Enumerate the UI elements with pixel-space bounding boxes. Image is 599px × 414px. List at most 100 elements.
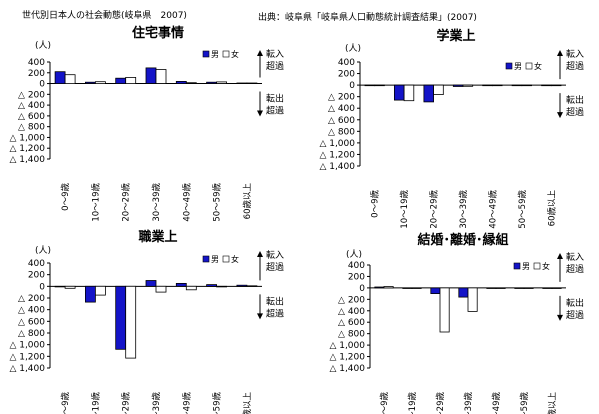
- chart2-bar-female: [550, 84, 562, 87]
- chart1-y-tick-label: 400: [28, 58, 45, 68]
- chart2-category-label: 0～9歳: [370, 190, 381, 218]
- chart4-bar-male: [374, 286, 385, 289]
- chart1-title: 住宅事情: [132, 25, 184, 41]
- chart4-y-tick-label: △ 800: [338, 330, 365, 340]
- chart2-bar-female: [403, 84, 415, 102]
- chart3-out-arrowhead: [257, 313, 263, 320]
- chart1-y-tick-label: 0: [39, 80, 45, 90]
- chart1-in-label-1: 転入: [266, 49, 284, 60]
- chart3-bar-male: [115, 285, 127, 350]
- chart2-bar-male: [423, 84, 434, 103]
- chart1-bar-male: [85, 81, 96, 84]
- chart1-out-arrowhead: [257, 110, 263, 117]
- chart3-legend-male-label: 男: [211, 255, 219, 264]
- chart1-bar-female: [216, 81, 228, 84]
- chart2-out-label-1: 転出: [566, 94, 584, 106]
- chart2-legend-female-swatch: [525, 62, 533, 70]
- chart3-out-label-2: 超過: [266, 307, 284, 319]
- chart3-category-label: 60歳以上: [242, 392, 253, 414]
- chart4-bar-male: [458, 287, 469, 298]
- chart3-in-label-2: 超過: [266, 261, 284, 273]
- chart2-y-tick-label: △ 200: [328, 93, 355, 103]
- chart4-legend-male-swatch: [513, 262, 521, 270]
- chart1-legend-male-label: 男: [211, 50, 219, 59]
- chart4-legend-female-swatch: [533, 262, 541, 270]
- chart2-category-label: 20～29歳: [429, 190, 440, 229]
- chart1-y-tick-label: △ 600: [18, 112, 45, 122]
- chart3-category-label: 0～9歳: [60, 392, 71, 414]
- chart2-y-tick-label: △ 1,200: [319, 150, 355, 160]
- chart2-out-arrowhead: [557, 112, 563, 119]
- chart3-bar-male: [54, 285, 66, 288]
- chart1-in-label-2: 超過: [266, 60, 284, 72]
- chart1-bar-male: [145, 67, 157, 84]
- chart2-legend-male-swatch: [505, 62, 513, 70]
- chart2-category-label: 50～59歳: [517, 190, 528, 229]
- chart4-unit-label: (人): [346, 249, 362, 260]
- chart3-y-tick-label: △ 1,400: [9, 364, 45, 374]
- chart4-out-arrowhead: [557, 314, 563, 321]
- page-title: 世代別日本人の社会動態(岐阜県 2007): [22, 11, 187, 21]
- chart2-category-label: 10～19歳: [399, 190, 410, 229]
- chart3-out-label-1: 転出: [266, 295, 284, 307]
- chart4-in-arrowhead: [557, 253, 563, 259]
- chart1-bar-female: [155, 69, 167, 84]
- chart3-y-tick-label: △ 800: [18, 329, 45, 339]
- chart1-bar-female: [95, 81, 106, 84]
- chart2-bar-female: [462, 84, 474, 87]
- chart4-y-tick-label: △ 1,000: [329, 341, 365, 351]
- chart2-in-label-2: 超過: [566, 60, 584, 72]
- chart1-legend-female-label: 女: [231, 49, 239, 59]
- chart4-category-label: 30～39歳: [463, 392, 474, 414]
- chart3-y-tick-label: △ 400: [18, 306, 45, 316]
- chart2-bar-female: [433, 84, 444, 95]
- chart3-y-tick-label: △ 200: [18, 294, 45, 304]
- chart3-category-label: 40～49歳: [181, 392, 192, 414]
- chart2-category-label: 60歳以上: [546, 190, 557, 227]
- chart2-bar-female: [521, 84, 533, 87]
- chart3-bar-male: [85, 285, 96, 303]
- chart3-category-label: 20～29歳: [121, 392, 132, 414]
- chart2-in-label-1: 転入: [566, 49, 584, 60]
- chart2-y-tick-label: 0: [349, 81, 355, 91]
- chart1-legend-male-swatch: [202, 50, 210, 58]
- chart3-bar-female: [185, 285, 197, 291]
- chart3-legend-male-swatch: [202, 255, 210, 263]
- chart2-bar-female: [374, 84, 385, 87]
- chart2-y-tick-label: △ 800: [328, 127, 355, 137]
- chart4-legend-female-label: 女: [542, 261, 550, 271]
- chart4-title: 結婚･離婚･縁組: [417, 232, 508, 248]
- chart3-bar-male: [145, 280, 157, 287]
- chart4-bar-female: [523, 287, 534, 289]
- chart4-bar-male: [430, 287, 441, 294]
- chart3-title: 職業上: [138, 229, 177, 245]
- chart2-bar-male: [511, 84, 523, 87]
- chart4-bar-female: [383, 286, 394, 289]
- chart2-unit-label: (人): [345, 43, 361, 54]
- chart1-category-label: 30～39歳: [151, 183, 162, 222]
- source-note: 出典：岐阜県「岐阜県人口動態統計調査結果」(2007): [258, 13, 477, 23]
- chart3-category-label: 30～39歳: [151, 392, 162, 414]
- chart2-out-label-2: 超過: [566, 106, 584, 118]
- chart4-y-tick-label: 400: [348, 261, 365, 271]
- chart1-y-tick-label: △ 1,000: [9, 133, 45, 143]
- chart3-bar-male: [175, 282, 187, 287]
- chart4-y-tick-label: 0: [359, 284, 365, 294]
- chart1-y-tick-label: △ 400: [18, 101, 45, 111]
- chart2-legend-female-label: 女: [534, 61, 542, 71]
- chart3-bar-female: [155, 285, 167, 293]
- chart2-y-tick-label: △ 400: [328, 104, 355, 114]
- chart3-bar-female: [216, 285, 228, 288]
- chart4-y-tick-label: 200: [348, 272, 365, 282]
- chart3-category-label: 10～19歳: [90, 392, 101, 414]
- chart1-legend-female-swatch: [222, 50, 230, 58]
- chart2-title: 学業上: [436, 28, 475, 44]
- chart1-bar-female: [185, 82, 197, 84]
- chart1-category-label: 10～19歳: [90, 183, 101, 222]
- chart4-bar-female: [411, 287, 422, 289]
- chart4-bar-female: [551, 287, 562, 289]
- chart3-bar-female: [246, 285, 258, 287]
- chart4-category-label: 10～19歳: [407, 392, 418, 414]
- chart1-bar-female: [64, 74, 76, 84]
- chart2-bar-male: [452, 84, 464, 87]
